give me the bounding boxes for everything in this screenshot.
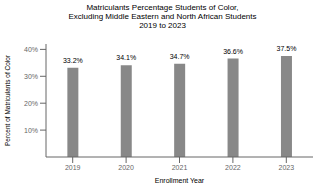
html-text:2019 to 2023: 2019 to 2023 — [139, 21, 186, 31]
svg-text:36.6%: 36.6% — [223, 48, 243, 55]
html-text:Matriculants Percentage Studen: Matriculants Percentage Students of Colo… — [86, 3, 239, 12]
svg-text:2022: 2022 — [225, 164, 241, 171]
svg-text:Percent of Matriculants of Col: Percent of Matriculants of Color — [8, 54, 11, 146]
svg-text:37.5%: 37.5% — [277, 45, 297, 52]
svg-text:33.2%: 33.2% — [63, 57, 83, 64]
svg-text:2019: 2019 — [65, 164, 81, 171]
svg-text:34.1%: 34.1% — [116, 54, 136, 61]
svg-text:30%: 30% — [24, 73, 38, 80]
svg-text:10%: 10% — [24, 127, 38, 134]
svg-text:2021: 2021 — [172, 164, 188, 171]
svg-text:2023: 2023 — [279, 164, 295, 171]
html-text:Excluding Middle Eastern and N: Excluding Middle Eastern and North Afric… — [68, 12, 257, 22]
svg-text:34.7%: 34.7% — [170, 53, 190, 60]
svg-text:40%: 40% — [24, 46, 38, 53]
svg-text:20%: 20% — [24, 100, 38, 107]
svg-text:Enrollment Year: Enrollment Year — [155, 177, 205, 183]
svg-text:2020: 2020 — [118, 164, 134, 171]
